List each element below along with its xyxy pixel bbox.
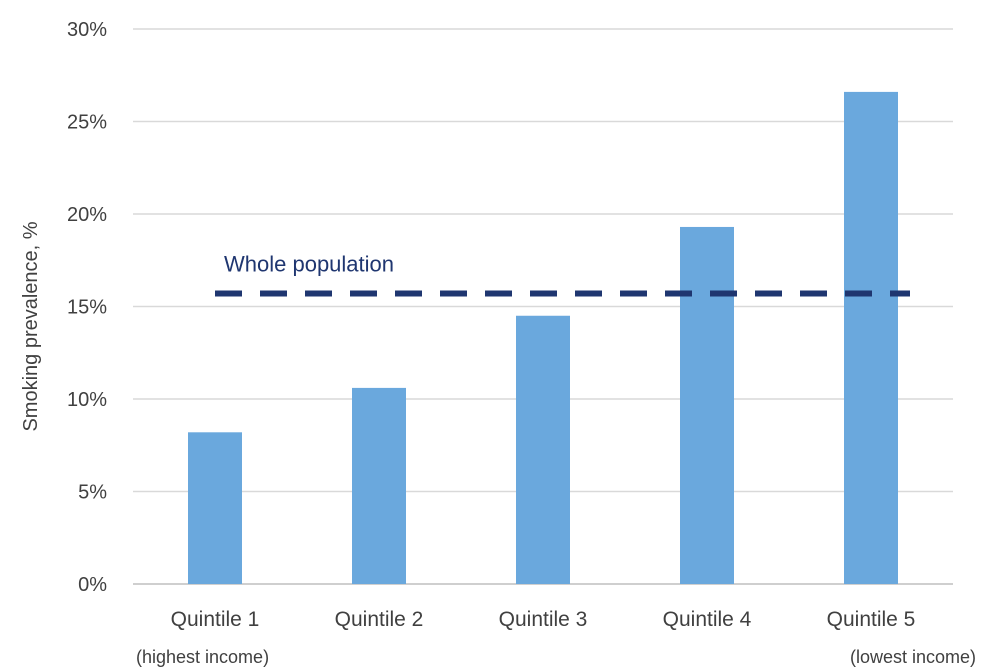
- y-axis-ticks: 0% 5% 10% 15% 20% 25% 30%: [67, 19, 107, 596]
- reference-line-group: Whole population: [215, 252, 910, 297]
- bar-quintile-5: [844, 91, 898, 585]
- y-tick-label: 20%: [67, 204, 107, 226]
- bar-quintile-1: [188, 432, 242, 584]
- x-category-label: Quintile 3: [499, 608, 588, 631]
- bars: [188, 91, 898, 585]
- x-category-label: Quintile 2: [335, 608, 424, 631]
- y-tick-label: 25%: [67, 112, 107, 134]
- x-category-label: Quintile 1: [171, 608, 260, 631]
- bar-quintile-2: [352, 387, 406, 584]
- x-category-sublabel: (lowest income): [850, 647, 976, 667]
- whole-population-label: Whole population: [224, 252, 394, 277]
- x-category-label: Quintile 5: [827, 608, 916, 631]
- y-tick-label: 30%: [67, 19, 107, 41]
- x-category-label: Quintile 4: [663, 608, 752, 631]
- x-category-sublabel: (highest income): [136, 647, 269, 667]
- y-tick-label: 0%: [78, 574, 107, 596]
- y-tick-label: 5%: [78, 482, 107, 504]
- bar-quintile-3: [516, 315, 570, 584]
- y-tick-label: 10%: [67, 389, 107, 411]
- x-axis-categories: Quintile 1 (highest income) Quintile 2 Quin…: [136, 608, 976, 667]
- bar-quintile-4: [680, 226, 734, 584]
- y-axis-title: Smoking prevalence, %: [20, 221, 42, 431]
- y-tick-label: 15%: [67, 297, 107, 319]
